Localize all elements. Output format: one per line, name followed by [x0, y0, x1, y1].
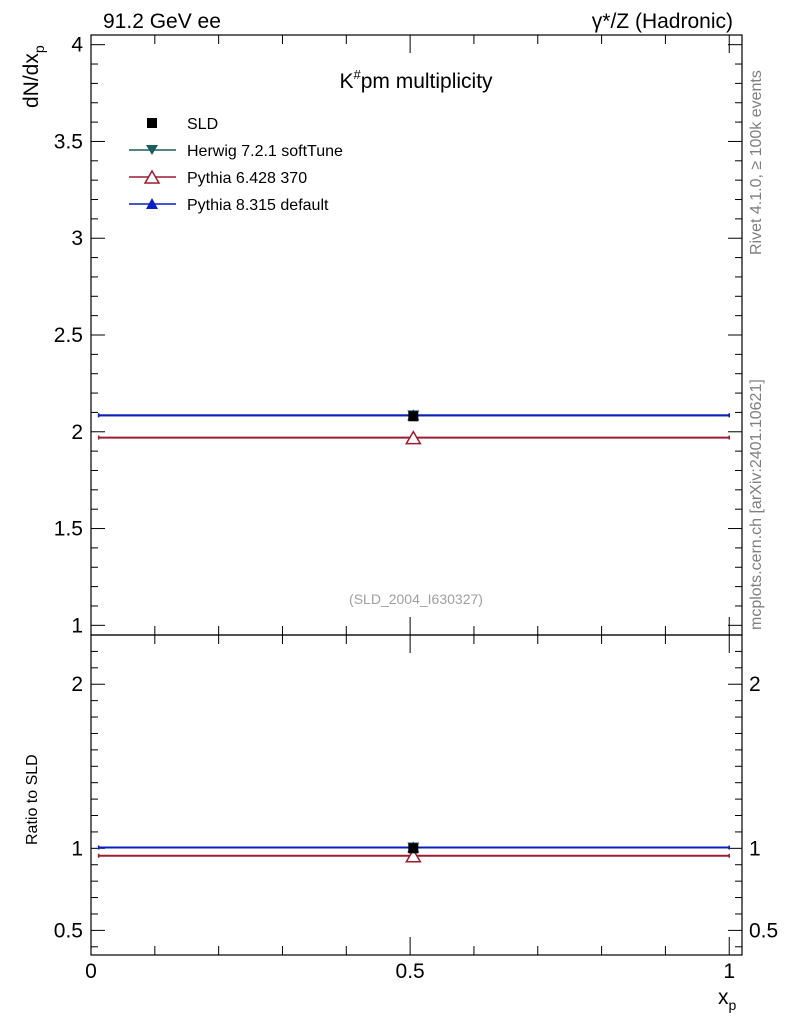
legend-label-sld: SLD — [187, 116, 218, 133]
ratio-series-group — [97, 841, 730, 863]
x-axis-label: xp — [718, 986, 737, 1013]
data-point-marker-pythia6 — [405, 430, 422, 445]
ratio-tick-label-right: 0.5 — [749, 919, 778, 942]
ratio-tick-label-right: 2 — [749, 673, 761, 696]
y-tick-label: 2.5 — [54, 324, 83, 347]
y-tick-label: 3 — [71, 227, 83, 250]
header-energy-label: 91.2 GeV ee — [103, 10, 221, 33]
y-tick-label: 1 — [71, 614, 83, 637]
ratio-tick-label-right: 1 — [749, 837, 761, 860]
x-ticks: 0 0.5 1 — [85, 35, 735, 983]
ratio-tick-label-left: 1 — [71, 837, 83, 860]
plot-title: K#pm multiplicity — [339, 67, 493, 93]
data-point-marker-sld — [408, 411, 419, 422]
legend-marker-pythia8 — [146, 198, 158, 209]
y-tick-label: 2 — [71, 421, 83, 444]
legend-label-pythia8: Pythia 8.315 default — [187, 197, 329, 214]
header-process-label: γ*/Z (Hadronic) — [592, 10, 733, 33]
main-series-group — [97, 409, 730, 445]
rivet-version-label: Rivet 4.1.0, ≥ 100k events — [748, 70, 765, 255]
y-tick-label: 1.5 — [54, 518, 83, 541]
y-tick-label: 3.5 — [54, 130, 83, 153]
x-tick-label: 1 — [723, 960, 735, 983]
legend-marker-herwig — [146, 145, 158, 155]
ratio-tick-label-left: 2 — [71, 673, 83, 696]
mcplots-label: mcplots.cern.ch [arXiv:2401.10621] — [748, 379, 765, 630]
legend: SLD Herwig 7.2.1 softTune Pythia 6.428 3… — [129, 116, 343, 214]
x-tick-label: 0 — [85, 960, 97, 983]
ratio-point-marker-pythia6 — [405, 848, 422, 863]
legend-entry-pythia8: Pythia 8.315 default — [129, 197, 329, 214]
ratio-y-ticks: 0.5 0.5 1 1 2 2 — [54, 634, 778, 948]
legend-entry-sld: SLD — [147, 116, 218, 133]
legend-entry-pythia6: Pythia 6.428 370 — [129, 169, 307, 187]
legend-marker-sld — [147, 118, 157, 128]
x-tick-label: 0.5 — [396, 960, 425, 983]
ratio-point-marker-sld — [408, 843, 419, 854]
main-y-ticks: 1 1.5 2 2.5 3 3.5 4 — [54, 34, 742, 637]
y-tick-label: 4 — [71, 34, 83, 57]
ratio-tick-label-left: 0.5 — [54, 919, 83, 942]
ratio-y-axis-label: Ratio to SLD — [24, 754, 41, 845]
legend-label-herwig: Herwig 7.2.1 softTune — [187, 143, 343, 160]
legend-entry-herwig: Herwig 7.2.1 softTune — [129, 143, 343, 160]
analysis-id-label: (SLD_2004_I630327) — [349, 591, 483, 607]
legend-label-pythia6: Pythia 6.428 370 — [187, 170, 307, 187]
y-axis-label: dN/dxp — [20, 45, 47, 108]
legend-marker-pythia6 — [143, 169, 161, 184]
ratio-plot-frame — [90, 634, 743, 956]
